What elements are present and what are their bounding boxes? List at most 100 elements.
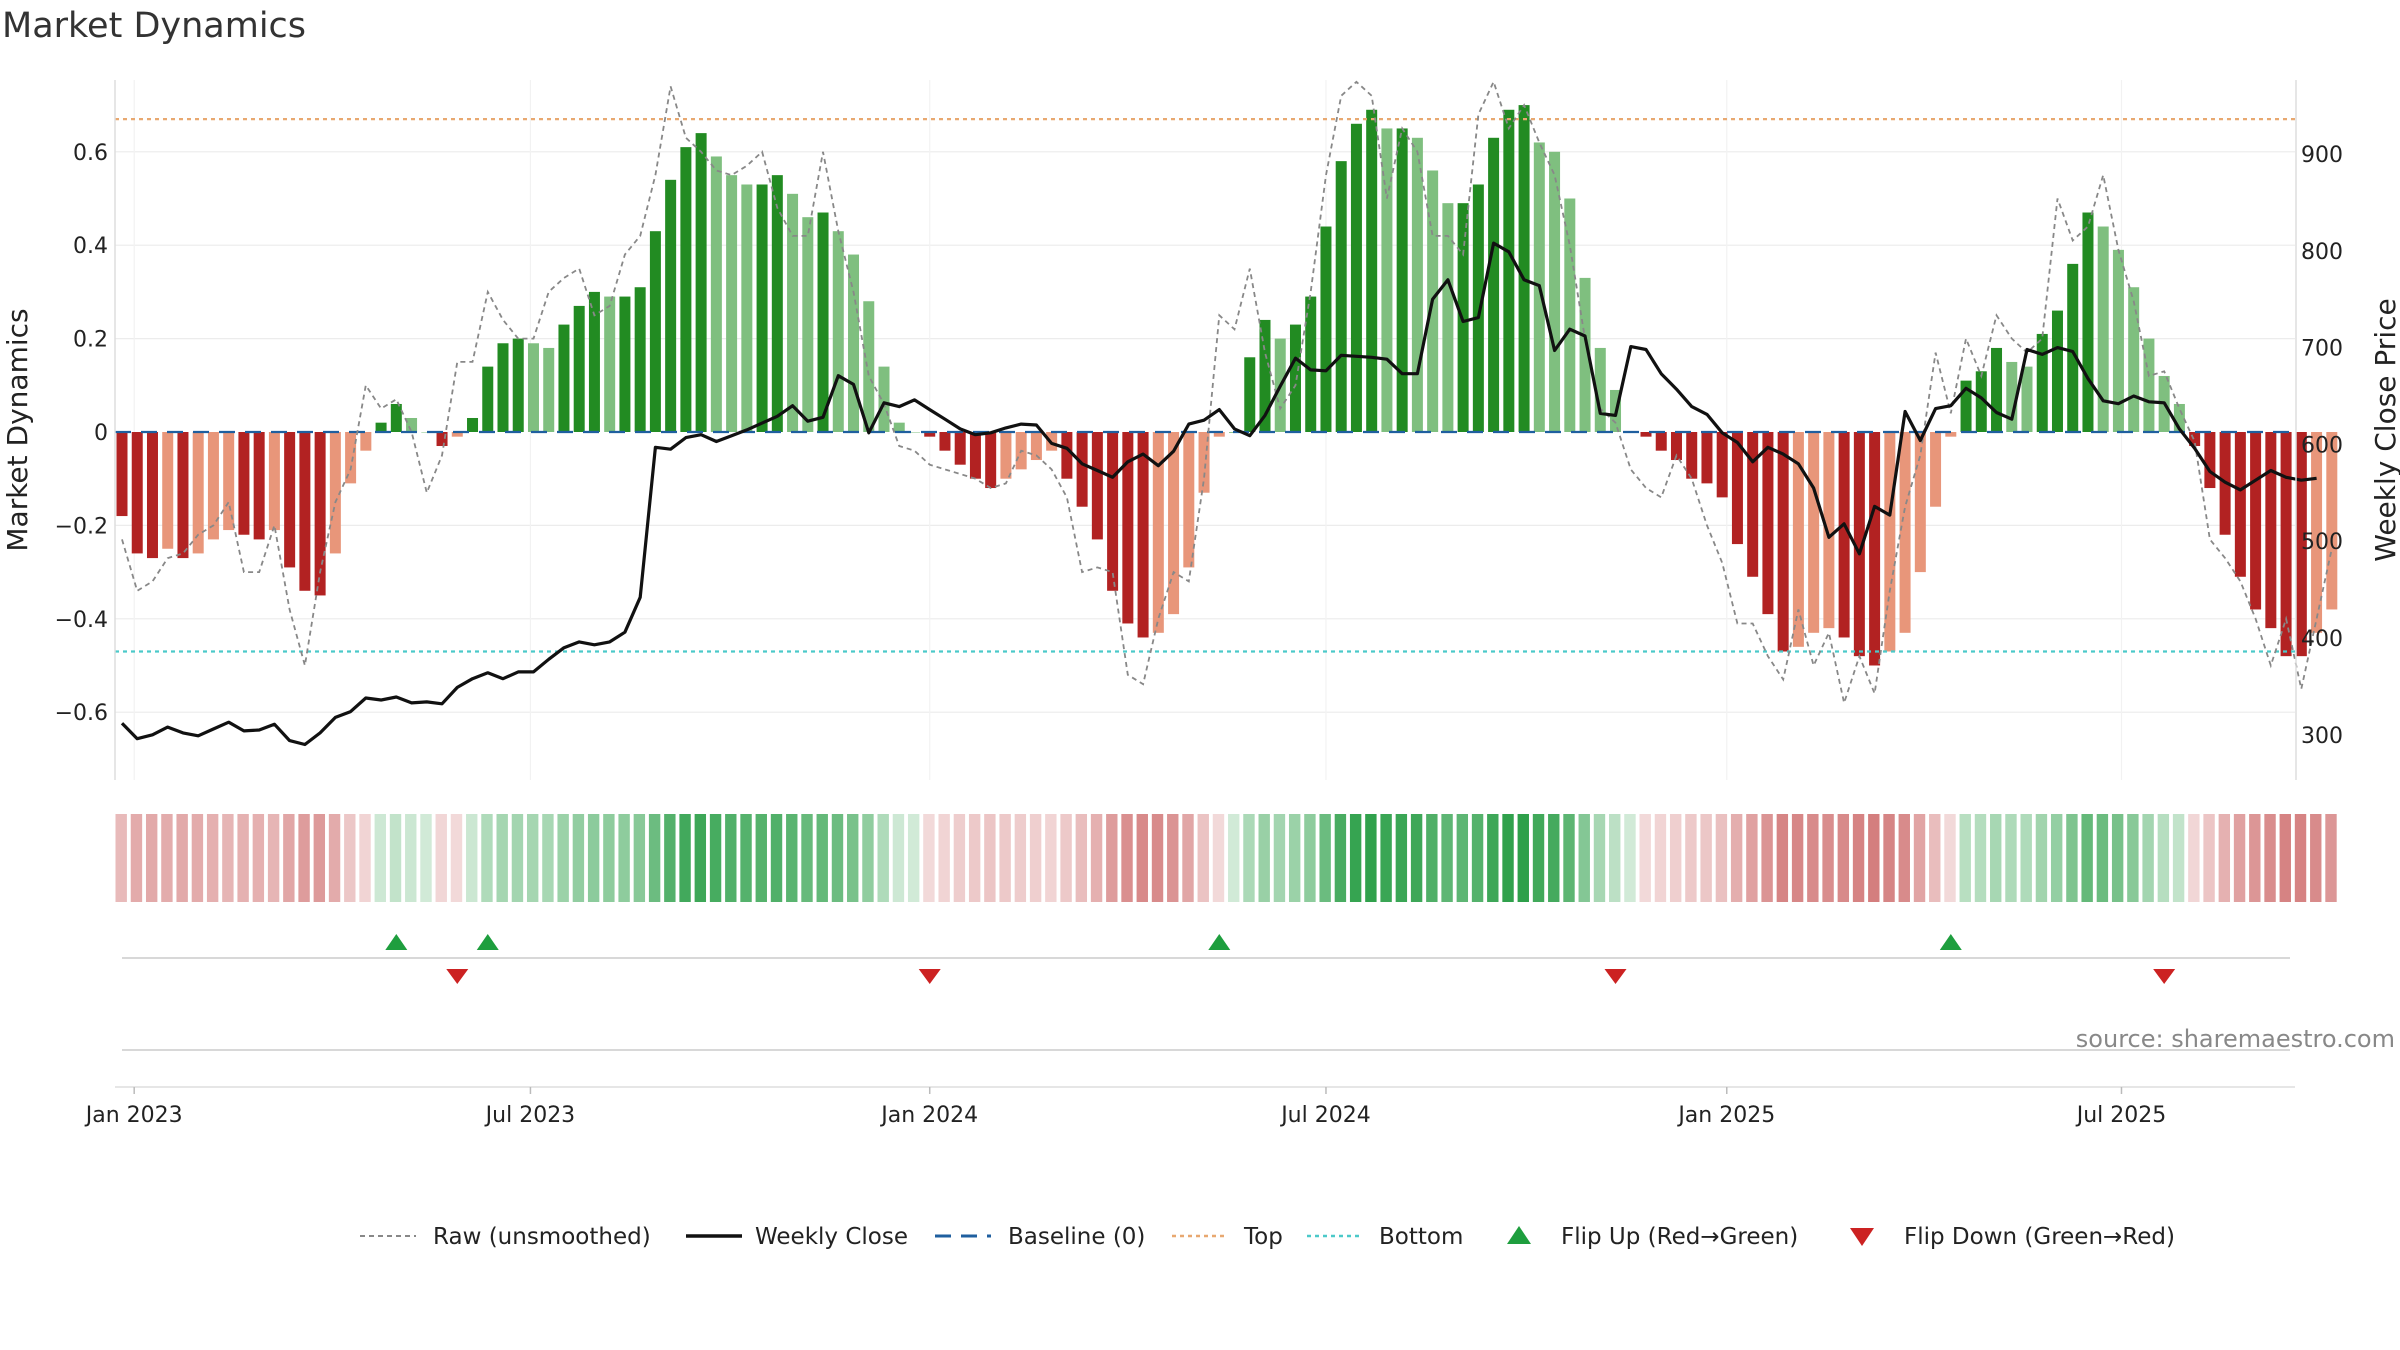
dynamics-bar bbox=[1152, 432, 1164, 633]
dynamics-bar bbox=[1244, 357, 1256, 432]
regime-cell bbox=[2279, 814, 2291, 902]
flip-down-marker bbox=[918, 969, 941, 984]
regime-cell bbox=[1167, 814, 1179, 902]
dynamics-bar bbox=[1808, 432, 1820, 633]
lower-panel bbox=[115, 1049, 2295, 1088]
regime-cell bbox=[740, 814, 752, 902]
regime-cell bbox=[2218, 814, 2231, 902]
dynamics-bar bbox=[1366, 109, 1378, 433]
flip-up-marker bbox=[476, 934, 499, 950]
flip-up-marker bbox=[1208, 934, 1231, 950]
reference-lines bbox=[115, 118, 2295, 653]
regime-cell bbox=[1944, 814, 1956, 902]
regime-cell bbox=[1990, 814, 2002, 902]
regime-cell bbox=[587, 814, 600, 902]
dynamics-bar bbox=[1259, 319, 1271, 432]
dynamics-bar bbox=[1975, 371, 1987, 432]
regime-cell bbox=[968, 814, 981, 902]
regime-cell bbox=[344, 814, 356, 902]
dynamics-bar bbox=[2097, 226, 2109, 432]
regime-cell bbox=[1548, 814, 1560, 902]
regime-cell bbox=[1365, 814, 1377, 902]
dynamics-bar bbox=[1305, 296, 1317, 432]
line-layer bbox=[120, 79, 2333, 747]
regime-cell bbox=[237, 814, 249, 902]
dynamics-bar bbox=[2036, 333, 2048, 432]
regime-cell bbox=[481, 814, 493, 902]
dynamics-bar bbox=[588, 291, 600, 432]
dynamics-bar bbox=[1884, 432, 1896, 652]
regime-cell bbox=[374, 814, 386, 902]
dynamics-bar bbox=[741, 184, 753, 432]
regime-cell bbox=[1212, 814, 1225, 902]
regime-cell bbox=[557, 814, 569, 902]
regime-cell bbox=[1014, 814, 1027, 902]
regime-cell bbox=[359, 814, 371, 902]
dynamics-bar bbox=[1930, 432, 1942, 507]
right-tick-label: 600 bbox=[2301, 433, 2343, 458]
regime-cell bbox=[1456, 814, 1469, 902]
legend-bottom-label: Bottom bbox=[1379, 1224, 1463, 1250]
left-tick-label: −0.2 bbox=[55, 514, 108, 539]
left-tick-label: 0.2 bbox=[73, 328, 108, 353]
dynamics-bar bbox=[177, 432, 189, 559]
dynamics-bar bbox=[451, 432, 463, 437]
regime-cell bbox=[1837, 814, 1850, 902]
regime-cell bbox=[816, 814, 828, 902]
right-tick-label: 500 bbox=[2301, 530, 2343, 555]
dynamics-bar bbox=[1853, 432, 1865, 657]
regime-cell bbox=[115, 814, 127, 902]
dynamics-bar bbox=[2311, 432, 2323, 633]
regime-cell bbox=[1319, 814, 1331, 902]
regime-cell bbox=[1288, 814, 1301, 902]
dynamics-bar bbox=[467, 417, 479, 432]
regime-cell bbox=[542, 814, 554, 902]
dynamics-bar bbox=[162, 432, 174, 549]
dynamics-bar bbox=[2204, 432, 2216, 489]
regime-cell bbox=[389, 814, 402, 902]
dynamics-bar bbox=[1945, 432, 1957, 437]
regime-cell bbox=[130, 814, 143, 902]
dynamics-bar bbox=[1701, 432, 1713, 484]
dynamics-bar bbox=[1731, 432, 1743, 545]
dynamics-bar bbox=[421, 432, 433, 433]
dynamics-bar bbox=[2143, 338, 2155, 432]
regime-cell bbox=[1898, 814, 1910, 902]
regime-cell bbox=[907, 814, 920, 902]
regime-cell bbox=[1746, 814, 1758, 902]
dynamics-bar bbox=[619, 296, 631, 432]
regime-cell bbox=[1959, 814, 1971, 902]
dynamics-bar bbox=[543, 347, 555, 432]
regime-cell bbox=[435, 814, 447, 902]
right-tick-label: 900 bbox=[2301, 143, 2343, 168]
x-tick-label: Jan 2023 bbox=[84, 1103, 183, 1128]
regime-cell bbox=[2264, 814, 2276, 902]
regime-cell bbox=[2111, 814, 2124, 902]
regime-cell bbox=[648, 814, 661, 902]
regime-cell bbox=[1060, 814, 1072, 902]
dynamics-bar bbox=[436, 432, 448, 447]
regime-cell bbox=[1852, 814, 1865, 902]
left-tick-label: −0.6 bbox=[55, 701, 108, 726]
regime-cell bbox=[1106, 814, 1118, 902]
x-tick-label: Jul 2023 bbox=[484, 1103, 576, 1128]
regime-cell bbox=[2142, 814, 2154, 902]
dynamics-bar bbox=[482, 366, 494, 432]
dynamics-bar bbox=[1914, 432, 1926, 573]
regime-cell bbox=[2157, 814, 2170, 902]
regime-cell bbox=[2188, 814, 2200, 902]
dynamics-bar bbox=[497, 343, 509, 432]
regime-cell bbox=[1669, 814, 1682, 902]
right-tick-label: 300 bbox=[2301, 724, 2343, 749]
regime-cell bbox=[1410, 814, 1423, 902]
regime-cell bbox=[1685, 814, 1697, 902]
dynamics-bar bbox=[726, 175, 738, 432]
dynamics-bar bbox=[284, 432, 296, 568]
regime-cell bbox=[1593, 814, 1606, 902]
regime-cell bbox=[496, 814, 508, 902]
dynamics-bar bbox=[375, 422, 387, 432]
regime-cell bbox=[420, 814, 432, 902]
regime-cell bbox=[1121, 814, 1133, 902]
regime-cell bbox=[1517, 814, 1529, 902]
regime-cell bbox=[2233, 814, 2246, 902]
